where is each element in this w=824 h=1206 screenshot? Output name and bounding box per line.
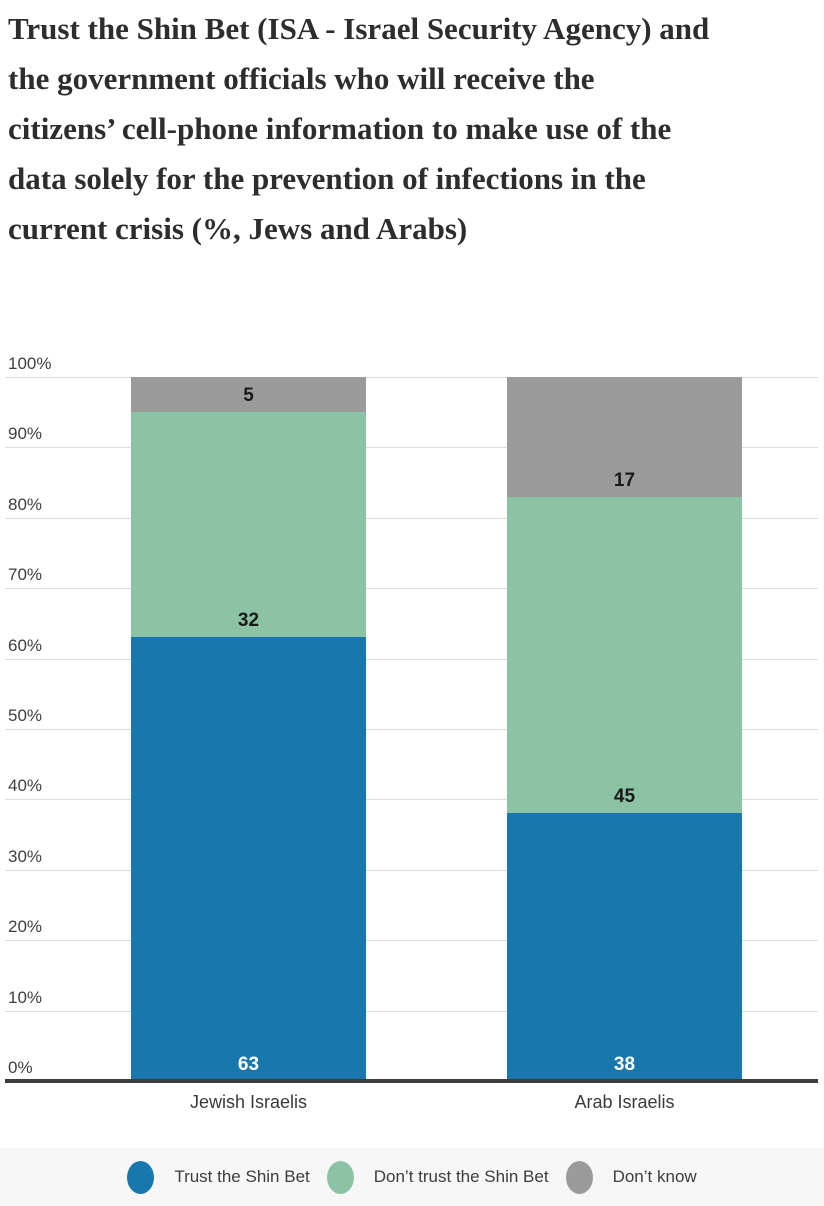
legend-label: Trust the Shin Bet [174, 1167, 310, 1186]
category-label: Jewish Israelis [189, 1092, 308, 1112]
y-tick-label: 30% [8, 846, 43, 866]
bar-segment-jewish-s0[interactable]: 63 [131, 637, 366, 1081]
data-label: 17 [613, 469, 636, 491]
x-axis-line [5, 1079, 818, 1083]
gridline [5, 658, 818, 660]
bar-segment-jewish-s1[interactable]: 32 [131, 412, 366, 638]
gridline [5, 588, 818, 590]
bar-segment-jewish-s2[interactable]: 5 [131, 377, 366, 413]
legend-item-2: Don’t know [565, 1160, 697, 1194]
chart-title: Trust the Shin Bet (ISA - Israel Securit… [8, 11, 710, 246]
y-tick-label: 90% [8, 424, 43, 444]
data-label: 45 [613, 786, 636, 808]
y-tick-label: 60% [8, 635, 43, 655]
legend-swatch-icon [326, 1160, 354, 1194]
y-tick-label: 10% [8, 987, 43, 1007]
gridline [5, 729, 818, 730]
data-label: 63 [237, 1053, 260, 1075]
y-tick-label: 40% [8, 776, 43, 796]
legend: Trust the Shin Bet Don’t trust the Shin B… [0, 1148, 824, 1206]
y-tick-label: 80% [8, 494, 43, 514]
gridline [5, 799, 818, 801]
bar-segment-arab-s2[interactable]: 17 [507, 377, 742, 497]
y-tick-label: 20% [8, 917, 43, 937]
category-label: Arab Israelis [574, 1092, 675, 1112]
legend-label: Don’t trust the Shin Bet [373, 1167, 549, 1186]
gridline [5, 940, 818, 942]
data-label: 5 [243, 385, 254, 407]
y-tick-label: 100% [8, 354, 52, 373]
bar-segment-arab-s1[interactable]: 45 [507, 496, 742, 814]
y-tick-label: 0% [8, 1058, 33, 1077]
gridline [5, 869, 818, 871]
legend-item-0: Trust the Shin Bet [127, 1160, 310, 1194]
data-label: 38 [613, 1053, 636, 1075]
legend-item-1: Don’t trust the Shin Bet [326, 1160, 549, 1194]
gridline [5, 517, 818, 519]
y-tick-label: 70% [8, 565, 43, 585]
gridline [5, 1010, 818, 1012]
legend-swatch-icon [565, 1160, 593, 1194]
data-label: 32 [237, 610, 260, 632]
legend-label: Don’t know [612, 1167, 697, 1186]
y-tick-label: 50% [8, 706, 43, 725]
gridline [5, 447, 818, 449]
bar-segment-arab-s0[interactable]: 38 [507, 813, 742, 1081]
gridline [5, 377, 818, 378]
legend-swatch-icon [127, 1160, 155, 1194]
